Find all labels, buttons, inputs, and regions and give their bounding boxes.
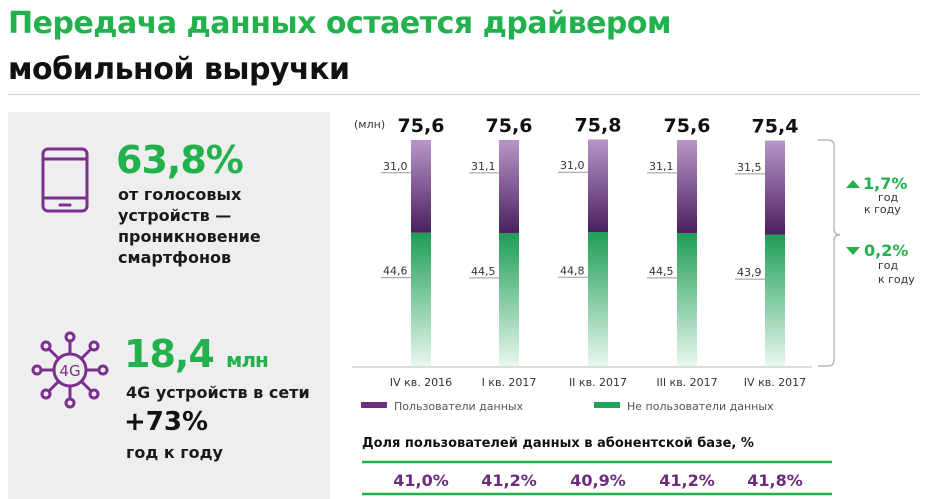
share-value: 41,0%	[393, 471, 449, 490]
share-table-title: Доля пользователей данных в абонентской …	[362, 436, 754, 451]
lte-devices-value: 18,4 млн	[124, 332, 269, 376]
share-value: 41,8%	[747, 471, 803, 490]
share-value: 41,2%	[659, 471, 715, 490]
non-data-users-label: 44,8	[560, 264, 585, 277]
growth-data-users: 1,7%	[863, 174, 907, 193]
bar-non-data-users	[765, 234, 785, 366]
data-users-label: 31,1	[649, 160, 674, 173]
smartphone-penetration-text: от голосовых устройств — проникновение с…	[118, 185, 261, 267]
change-label: к году	[878, 273, 915, 286]
category-label: IV кв. 2016	[390, 376, 452, 389]
bracket-data-users	[818, 139, 841, 236]
bar-non-data-users	[411, 232, 431, 366]
page-subtitle: мобильной выручки	[8, 52, 350, 87]
total-label: 75,6	[664, 115, 711, 137]
lte-devices-text: 4G устройств в сети	[126, 383, 310, 402]
bar-data-users	[677, 140, 697, 233]
tablet-icon	[41, 147, 89, 213]
bracket-non-data-users	[818, 234, 841, 367]
arrow-down-icon	[846, 247, 860, 255]
unit-label: (млн)	[354, 118, 385, 131]
data-users-label: 31,0	[560, 159, 585, 172]
total-label: 75,6	[398, 115, 445, 137]
data-users-label: 31,5	[737, 161, 762, 174]
lte-growth-value: +73%	[124, 407, 209, 437]
bar-data-users	[499, 140, 519, 233]
non-data-users-label: 44,5	[649, 265, 674, 278]
share-value: 41,2%	[481, 471, 537, 490]
non-data-users-label: 44,5	[471, 265, 496, 278]
legend-swatch-non-data-users	[594, 402, 620, 408]
category-label: IV кв. 2017	[744, 376, 806, 389]
growth-label: год	[878, 191, 899, 204]
svg-text:4G: 4G	[59, 362, 80, 380]
kpi-panel: 63,8% от голосовых устройств — проникнов…	[8, 112, 330, 499]
data-users-label: 31,0	[383, 160, 408, 173]
non-data-users-label: 43,9	[737, 266, 762, 279]
bar-data-users	[765, 140, 785, 235]
lte-growth-label: год к году	[126, 443, 223, 462]
change-label: год	[878, 259, 899, 272]
bar-non-data-users	[588, 232, 608, 366]
category-label: II кв. 2017	[569, 376, 627, 389]
legend-swatch-data-users	[361, 402, 387, 408]
total-label: 75,6	[486, 115, 533, 137]
arrow-up-icon	[846, 180, 860, 188]
total-label: 75,8	[575, 114, 622, 136]
category-label: I кв. 2017	[482, 376, 537, 389]
bar-non-data-users	[677, 232, 697, 366]
title-divider	[8, 94, 920, 95]
growth-label: к году	[864, 203, 901, 216]
non-data-users-label: 44,6	[383, 265, 408, 278]
category-label: III кв. 2017	[656, 376, 717, 389]
lte-devices-unit: млн	[226, 348, 269, 372]
bar-data-users	[588, 139, 608, 233]
total-label: 75,4	[752, 116, 799, 138]
change-non-data-users: 0,2%	[864, 241, 908, 260]
legend-label-data-users: Пользователи данных	[394, 400, 524, 413]
smartphone-penetration-value: 63,8%	[116, 138, 244, 182]
bar-data-users	[411, 140, 431, 233]
4g-network-icon: 4G	[31, 331, 109, 409]
page-title: Передача данных остается драйвером	[8, 6, 672, 41]
bar-non-data-users	[499, 232, 519, 366]
legend-label-non-data-users: Не пользователи данных	[627, 400, 774, 413]
share-value: 40,9%	[570, 471, 626, 490]
data-users-label: 31,1	[471, 160, 496, 173]
